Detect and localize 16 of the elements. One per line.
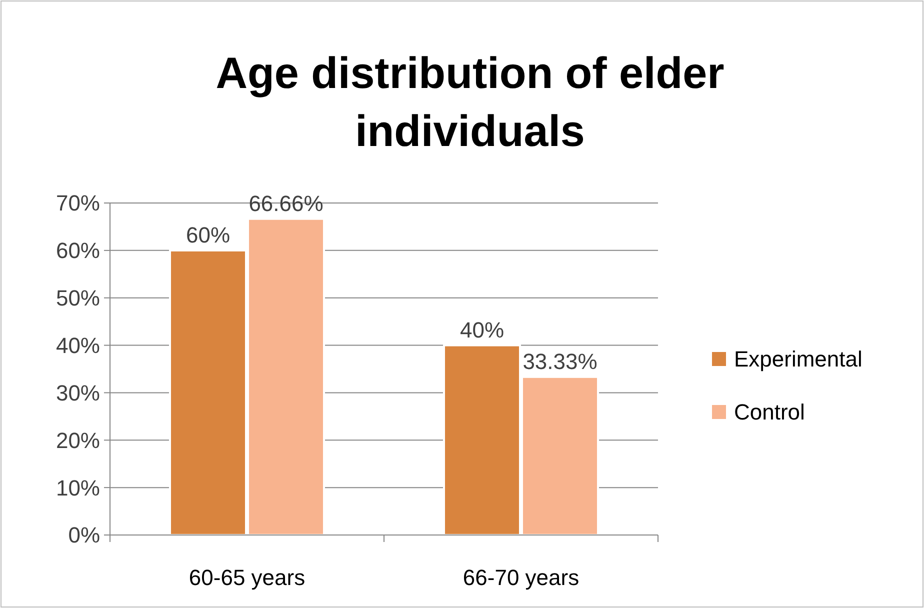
legend-label: Control [734,400,805,425]
chart-title: Age distribution of elder individuals [216,49,724,156]
y-tick-label: 0% [68,522,100,548]
data-label: 60% [186,222,230,248]
data-label: 33.33% [522,348,598,374]
y-tick-label: 10% [56,475,100,500]
y-tick-label: 40% [56,332,100,358]
data-label: 40% [460,317,504,342]
x-tick-label: 66-70 years [462,565,580,590]
y-tick-label: 60% [56,238,100,264]
x-tick-label: 60-65 years [188,565,306,590]
y-tick-label: 50% [56,286,100,311]
y-tick-label: 30% [56,380,100,406]
y-tick-label: 20% [56,428,100,453]
legend-label: Experimental [734,346,862,372]
y-tick-label: 70% [56,190,100,216]
